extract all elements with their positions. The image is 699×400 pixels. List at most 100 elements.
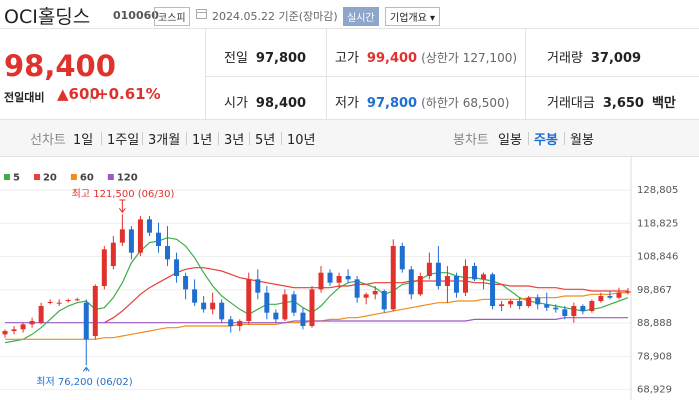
- candle-body: [544, 304, 550, 308]
- candle-body: [246, 279, 252, 322]
- stat-label: 전일: [224, 51, 248, 66]
- legend-swatch: [70, 174, 77, 180]
- candle-body: [462, 266, 468, 293]
- stat-value: 98,400: [255, 96, 307, 111]
- calendar-icon: [196, 9, 207, 19]
- candle-body: [47, 302, 53, 304]
- date: 2024.05.22 기준(장마감): [212, 8, 338, 24]
- tab[interactable]: 3년: [224, 133, 245, 148]
- y-tick-label: 108,846: [637, 252, 678, 263]
- candle-body: [155, 232, 161, 247]
- candle-body: [408, 269, 414, 295]
- annotation: 최고 121,500 (06/30): [72, 188, 175, 200]
- candle-body: [589, 301, 595, 312]
- divider: [0, 28, 699, 29]
- stat: 거래량 37,009: [547, 47, 641, 66]
- candle-body: [607, 296, 613, 298]
- overview-button[interactable]: 기업개요 ▾: [385, 7, 441, 26]
- stock-code: 010060: [113, 9, 159, 22]
- annotation-arrowhead: [118, 208, 126, 214]
- stat-label: 고가: [335, 51, 359, 66]
- candle-body: [128, 229, 134, 253]
- candle-body: [490, 274, 496, 307]
- company-name: OCI홀딩스: [4, 6, 91, 28]
- candle-body: [453, 276, 459, 293]
- candle-body: [580, 306, 586, 312]
- candle-body: [192, 289, 198, 303]
- candle-body: [426, 262, 432, 277]
- tab[interactable]: 월봉: [570, 133, 594, 148]
- divider: [90, 89, 91, 103]
- candle-body: [381, 291, 387, 310]
- candle-body: [499, 304, 505, 307]
- y-tick-label: 78,908: [637, 351, 672, 362]
- stat: 거래대금 3,650 백만: [547, 92, 676, 111]
- candle-body: [616, 292, 622, 298]
- candle-body: [345, 276, 351, 280]
- date-value: 2024.05.22: [212, 10, 275, 23]
- candle-body: [183, 276, 189, 290]
- realtime-button[interactable]: 실시간: [343, 7, 379, 26]
- divider: [326, 29, 327, 119]
- tab[interactable]: 10년: [287, 133, 316, 148]
- change: ▲600: [57, 85, 100, 103]
- y-tick-label: 68,929: [637, 385, 672, 396]
- stat-value: 97,800: [255, 51, 307, 66]
- tab-divider: [218, 132, 219, 145]
- candle-body: [201, 302, 207, 310]
- tab-bar: 선차트 1일 1주일 3개월 1년 3년 5년 10년 봉차트 일봉 주봉 월봉: [0, 119, 699, 157]
- candle-body: [517, 301, 523, 307]
- legend-swatch: [4, 174, 10, 180]
- legend-label: 5: [13, 173, 20, 184]
- tab[interactable]: 3개월: [148, 133, 181, 148]
- candle-body: [237, 321, 243, 327]
- candle-body: [255, 279, 261, 293]
- candle-body: [74, 299, 80, 301]
- legend-label: 120: [117, 173, 138, 184]
- tab[interactable]: 1년: [192, 133, 213, 148]
- candle-body: [119, 229, 125, 243]
- candle-body: [526, 297, 532, 307]
- candle-body: [228, 319, 234, 327]
- candle-body: [174, 259, 180, 277]
- candle-body: [472, 266, 478, 280]
- stat: 전일 97,800: [224, 47, 306, 66]
- candle-body: [2, 331, 8, 335]
- date-basis: 기준(장마감): [278, 10, 338, 23]
- y-tick-label: 98,867: [637, 285, 672, 296]
- tab-divider: [564, 132, 565, 145]
- legend-label: 20: [43, 173, 57, 184]
- candle-body: [101, 249, 107, 287]
- tab[interactable]: 1주일: [107, 133, 140, 148]
- candle-body: [137, 219, 143, 253]
- change-label: 전일대비: [4, 91, 45, 104]
- annotation-arrowhead: [82, 366, 90, 372]
- divider: [205, 76, 699, 77]
- candle-body: [327, 272, 333, 283]
- candle-body: [56, 302, 62, 304]
- tab[interactable]: 일봉: [498, 133, 522, 148]
- stat-label: 거래대금: [547, 96, 595, 111]
- candle-body: [20, 324, 26, 330]
- candle-body: [435, 262, 441, 287]
- y-tick-label: 128,805: [637, 185, 678, 196]
- candle-body: [165, 246, 171, 260]
- candle-body: [65, 300, 71, 302]
- candle-body: [110, 242, 116, 267]
- candle-body: [83, 302, 89, 340]
- stat-note: (하한가 68,500): [421, 96, 510, 110]
- moving-average-line: [5, 317, 628, 324]
- tab[interactable]: 5년: [255, 133, 276, 148]
- candle-body: [291, 294, 297, 313]
- tab[interactable]: 1일: [73, 133, 94, 148]
- tab-divider: [142, 132, 143, 145]
- stat-label: 저가: [335, 96, 359, 111]
- candle-body: [553, 307, 559, 310]
- tab[interactable]: 주봉: [534, 133, 558, 148]
- candle-body: [273, 312, 279, 320]
- candle-body: [363, 294, 369, 298]
- chart: 128,805 118,825 108,846 98,867 88,888 78,908 6…: [0, 156, 678, 400]
- divider: [205, 29, 206, 119]
- overview-label: 기업개요: [390, 13, 427, 24]
- candle-body: [210, 302, 216, 310]
